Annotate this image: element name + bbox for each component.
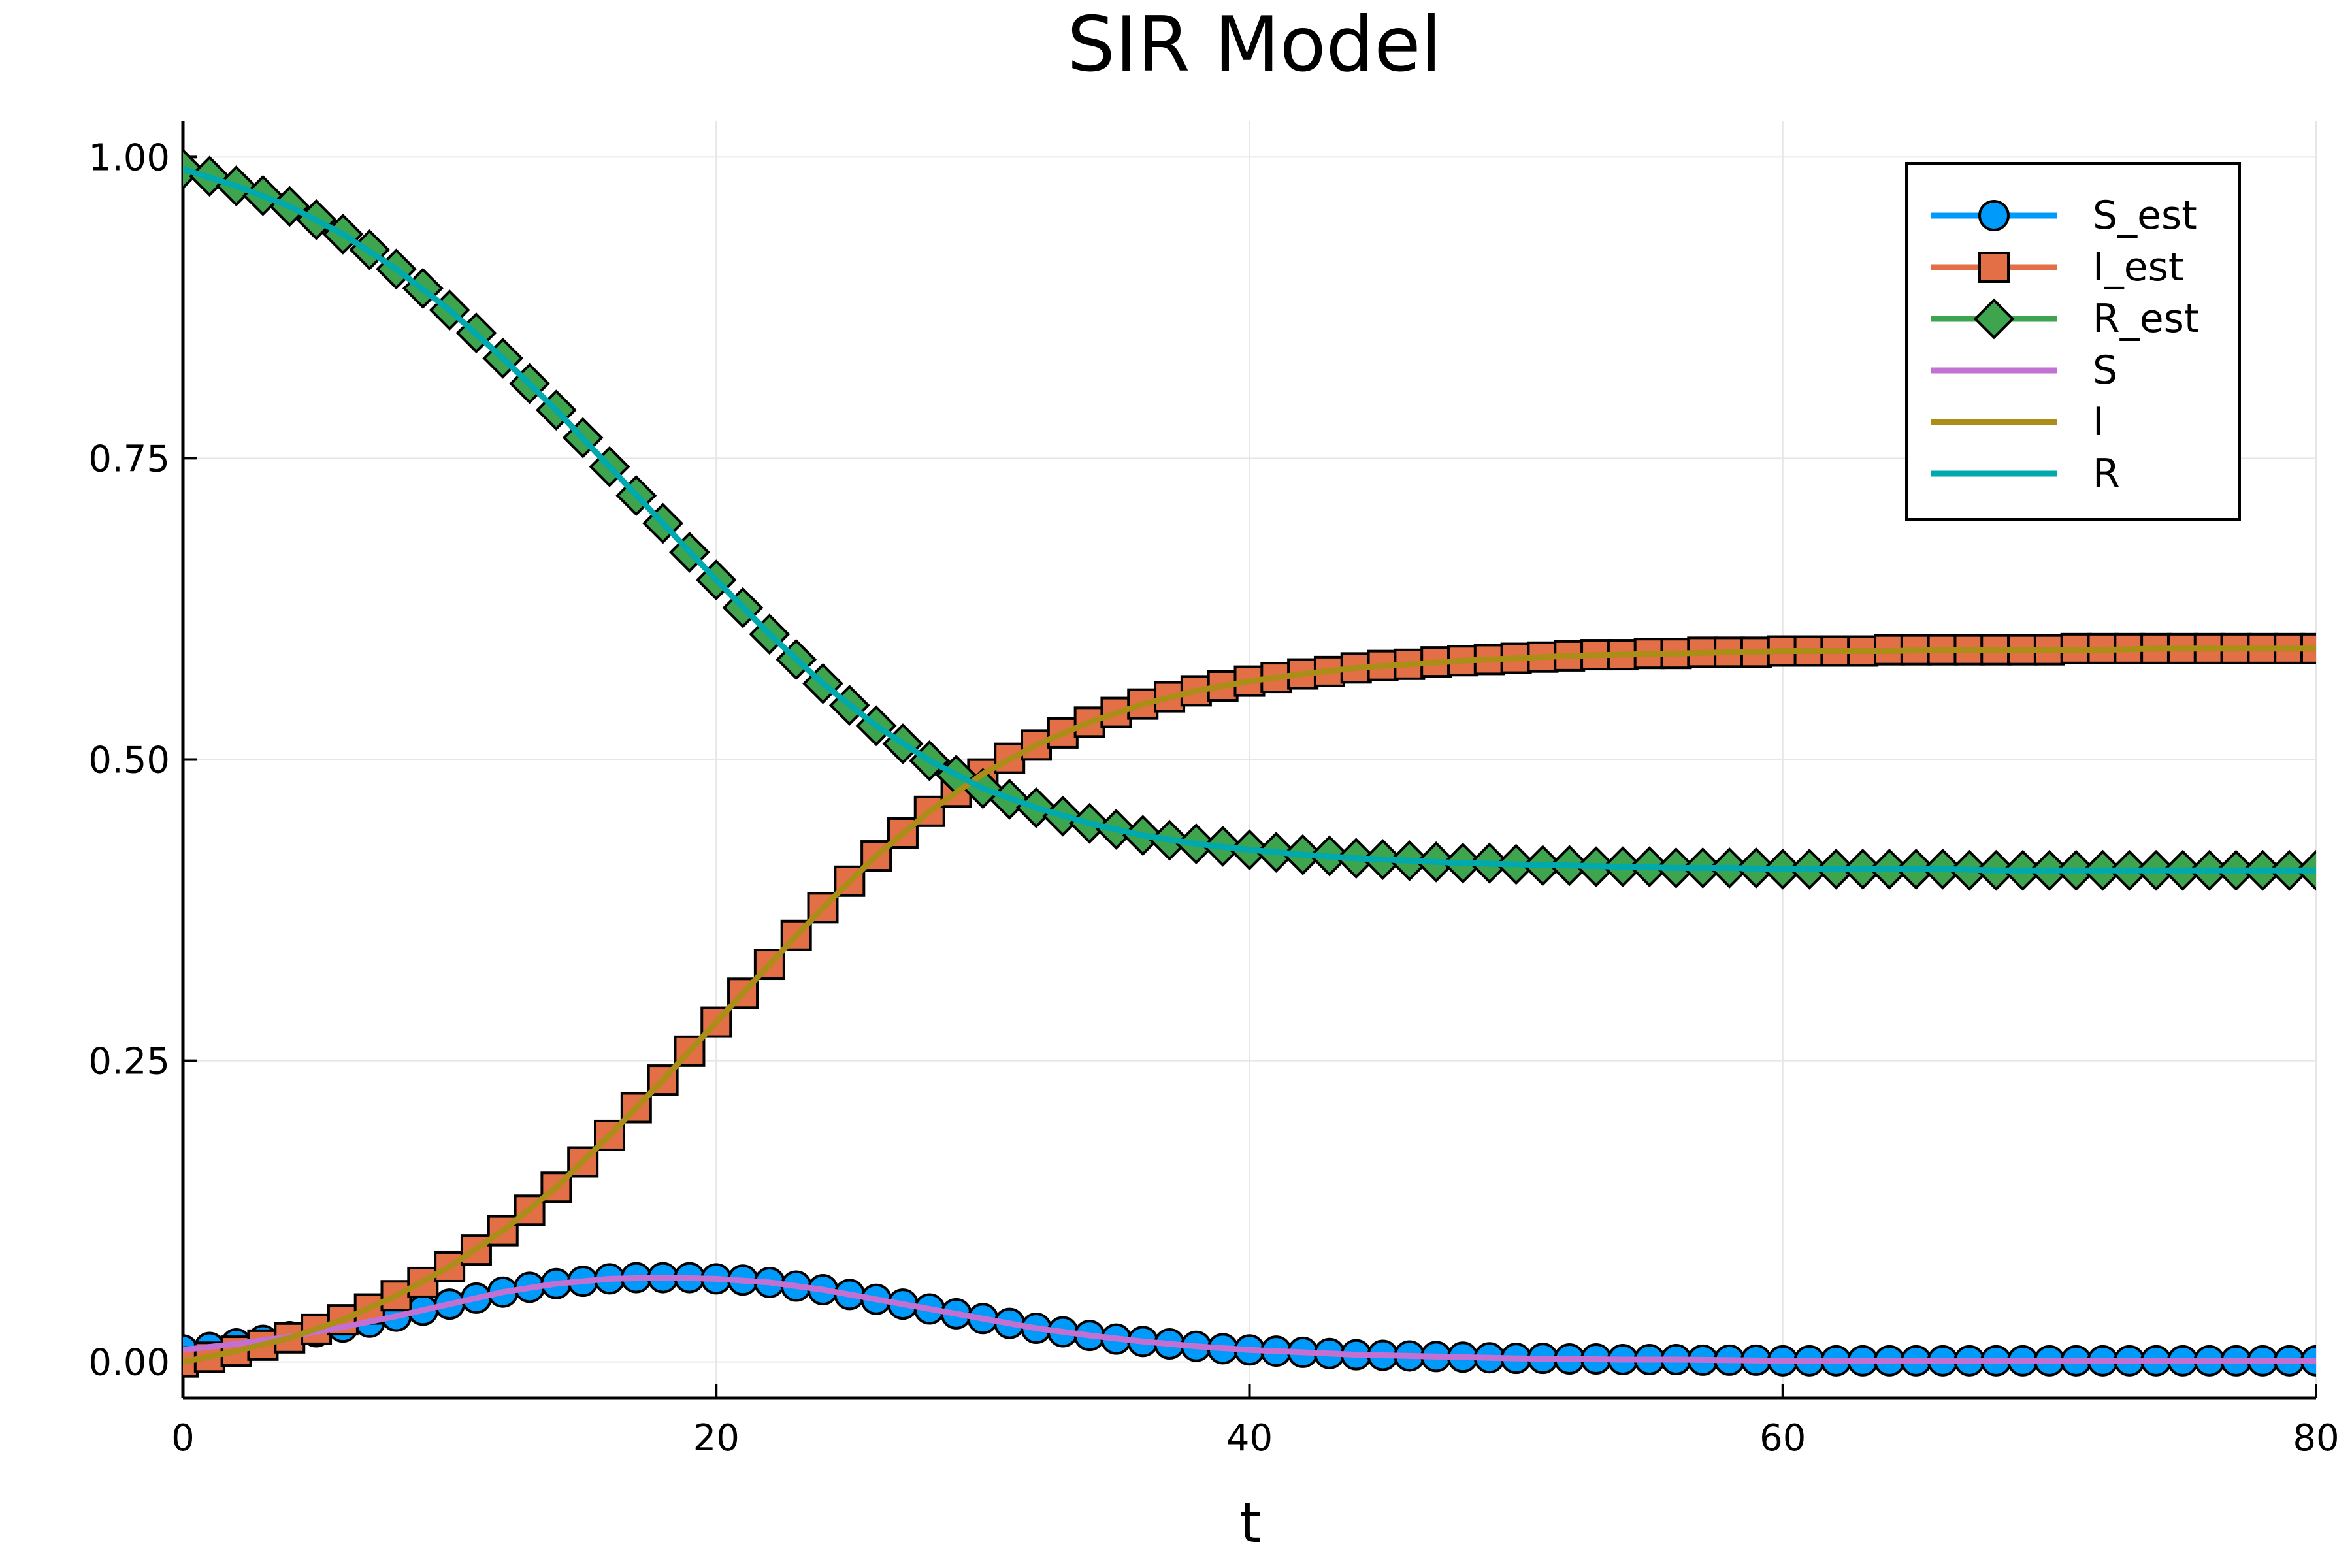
series-line (183, 166, 2316, 874)
legend-label: S_est (2093, 193, 2197, 238)
series-line (183, 645, 2316, 1365)
series-i (183, 645, 2316, 1365)
x-tick-label: 20 (693, 1417, 740, 1460)
x-tick-label: 0 (171, 1417, 195, 1460)
legend-label: R_est (2093, 296, 2199, 342)
series-s (183, 1275, 2316, 1364)
legend-marker (1973, 298, 2015, 340)
y-tick-label: 1.00 (88, 137, 170, 179)
y-tick-label: 0.00 (88, 1342, 170, 1384)
x-tick-label: 60 (1759, 1417, 1806, 1460)
legend-item: I_est (1931, 244, 2183, 290)
axes: 0 20 40 60 80 0.00 0.25 0.50 0.75 1.00 (88, 121, 2340, 1460)
series-line (183, 1275, 2316, 1364)
legend-label: R (2093, 451, 2120, 497)
legend-item: R_est (1931, 296, 2199, 342)
legend-item: S (1931, 348, 2117, 393)
legend-marker (1978, 252, 2010, 283)
grid (183, 121, 2317, 1398)
legend-item: R (1931, 451, 2120, 497)
legend-item: I (1931, 399, 2104, 445)
plot-area (183, 148, 2316, 1378)
legend-box (1905, 162, 2241, 521)
legend-item: S_est (1931, 193, 2197, 238)
x-tick-label: 80 (2293, 1417, 2339, 1460)
series-r (183, 166, 2316, 874)
legend: S_est I_est R_est SIR (1905, 162, 2241, 521)
data-point (380, 1280, 412, 1312)
legend-label: I_est (2093, 244, 2183, 290)
legend-marker (1978, 200, 2010, 231)
y-tick-label: 0.75 (88, 438, 170, 480)
y-tick-label: 0.50 (88, 740, 170, 782)
y-tick-label: 0.25 (88, 1041, 170, 1083)
x-axis-title: t (1240, 1491, 1262, 1555)
legend-label: I (2093, 399, 2104, 445)
chart-title: SIR Model (1067, 1, 1442, 89)
x-tick-label: 40 (1226, 1417, 1273, 1460)
legend-label: S (2093, 348, 2117, 393)
